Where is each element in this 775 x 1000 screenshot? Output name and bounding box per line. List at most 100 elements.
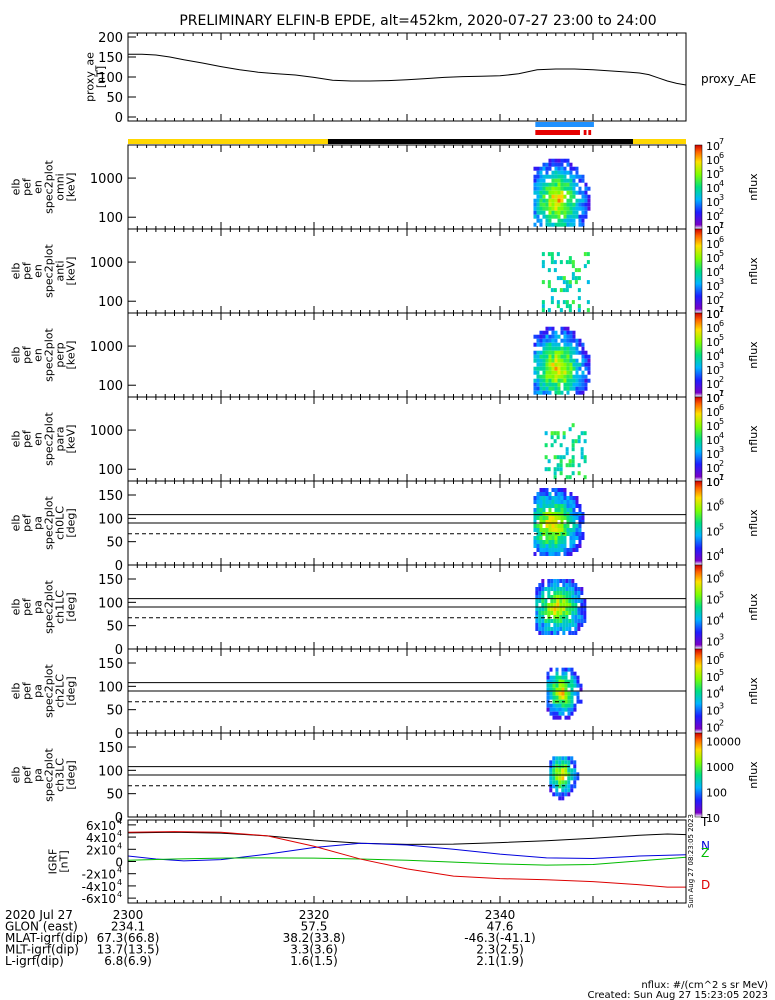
pixel (573, 671, 577, 676)
pixel (539, 500, 543, 504)
pixel (545, 516, 549, 520)
pixel (575, 210, 579, 215)
pixel (567, 788, 571, 793)
pixel (555, 772, 559, 777)
pixel (572, 548, 576, 552)
pixel (559, 611, 563, 615)
omni-ylabel-2: en (32, 180, 45, 194)
pixel (563, 222, 567, 227)
pixel (569, 504, 573, 508)
pixel (553, 627, 557, 631)
pixel (551, 326, 555, 331)
colorbar-tick-label: 10 (706, 280, 720, 293)
footer-created: Created: Sun Aug 27 15:23:05 2023 (588, 990, 768, 1000)
pixel (569, 528, 573, 532)
pixel (572, 206, 576, 211)
pixel (566, 362, 570, 367)
pixel (564, 691, 568, 696)
colorbar-tick-label: 10 (706, 224, 720, 237)
colorbar-tick-label: 10 (706, 615, 720, 628)
pixel (536, 190, 540, 195)
pixel (536, 338, 540, 343)
pixel (571, 463, 575, 468)
pixel (560, 218, 564, 223)
pixel (578, 362, 582, 367)
pixel (567, 792, 571, 797)
pixel (546, 679, 550, 684)
bottom-row-label: L-igrf(dip) (5, 954, 64, 968)
ch1LC-ylabel-2: pa (32, 600, 45, 614)
pixel (548, 552, 552, 556)
pixel (533, 496, 537, 500)
pixel (542, 528, 546, 532)
pixel (541, 304, 545, 309)
pixel (545, 214, 549, 219)
pixel (548, 390, 552, 395)
pixel (583, 455, 587, 460)
pixel (552, 687, 556, 692)
panel-frame (127, 144, 687, 230)
pixel (560, 326, 564, 331)
ch1LC-ylabel-4: ch1LC (54, 590, 67, 624)
pixel (565, 475, 569, 480)
pixel (544, 631, 548, 635)
pixel (548, 544, 552, 548)
pixel (572, 512, 576, 516)
pixel (551, 350, 555, 355)
pixel (577, 587, 581, 591)
pixel (567, 695, 571, 700)
pixel (559, 587, 563, 591)
pixel (551, 548, 555, 552)
pixel (542, 520, 546, 524)
anti-ylabel-2: en (32, 264, 45, 278)
pixel (546, 687, 550, 692)
pixel (577, 268, 581, 273)
colorbar-tick-exponent: 3 (719, 633, 724, 642)
pixel (550, 587, 554, 591)
pixel (575, 206, 579, 211)
pixel (552, 679, 556, 684)
anti-ylabel-4: anti (54, 260, 67, 281)
pixel (572, 528, 576, 532)
pixel (574, 276, 578, 281)
pixel (533, 552, 537, 556)
pixel (569, 218, 573, 223)
pixel (551, 170, 555, 175)
pixel (545, 206, 549, 211)
pixel (533, 166, 537, 171)
pixel (548, 158, 552, 163)
pixel (564, 788, 568, 793)
pixel (557, 222, 561, 227)
colorbar-tick-exponent: 1 (719, 221, 724, 230)
para-ylabel-5: [keV] (65, 425, 78, 454)
pixel (559, 308, 563, 313)
pixel (548, 520, 552, 524)
pixel (581, 174, 585, 179)
pixel (554, 210, 558, 215)
pixel (548, 508, 552, 512)
pixel (569, 350, 573, 355)
pixel (557, 512, 561, 516)
pixel (555, 711, 559, 716)
pixel (542, 194, 546, 199)
pixel (577, 304, 581, 309)
pixel (564, 671, 568, 676)
pixel (555, 703, 559, 708)
pixel (548, 496, 552, 500)
pixel (555, 691, 559, 696)
pixel (536, 350, 540, 355)
pixel (536, 334, 540, 339)
igrf-ytick-exponent: 4 (117, 829, 122, 838)
pixel (558, 796, 562, 801)
pixel (581, 378, 585, 383)
pixel (562, 611, 566, 615)
pixel (556, 467, 560, 472)
pixel (563, 508, 567, 512)
pixel (566, 370, 570, 375)
pixel (542, 182, 546, 187)
pixel (557, 186, 561, 191)
pixel (538, 607, 542, 611)
pixel (548, 540, 552, 544)
